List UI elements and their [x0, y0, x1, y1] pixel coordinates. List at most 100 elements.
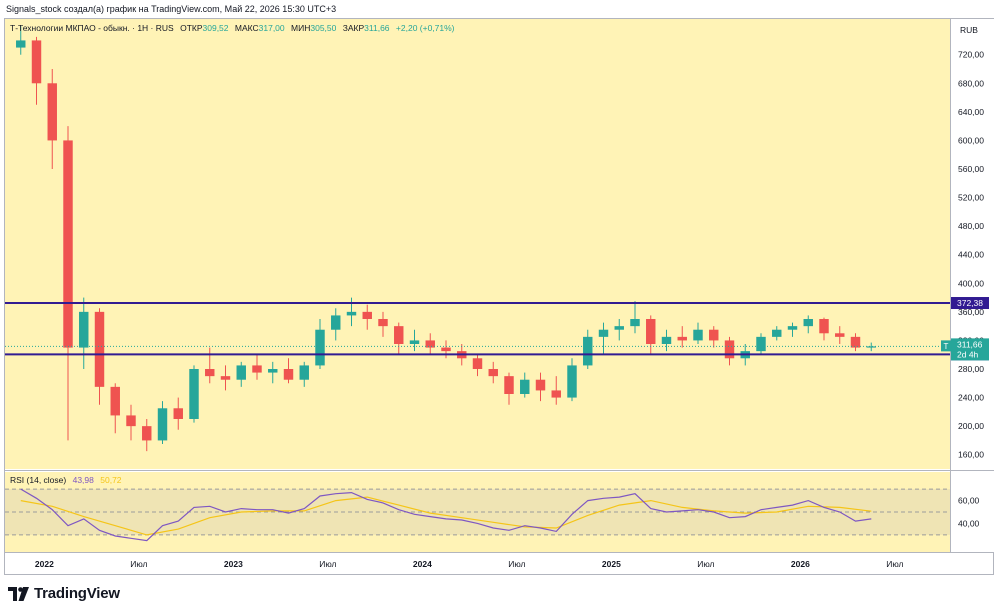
x-tick-label: Июл [697, 559, 714, 569]
candle-body [709, 329, 719, 341]
candle-body [189, 369, 199, 419]
candle-body [409, 340, 420, 344]
rsi-y-tick-label: 60,00 [958, 496, 980, 506]
candle-body [567, 365, 577, 398]
candle-body [31, 40, 42, 84]
y-tick-label: 240,00 [958, 393, 984, 403]
candle-body [63, 140, 73, 348]
low-label: МИН [291, 23, 310, 33]
candle-body [787, 326, 798, 330]
y-tick-label: 200,00 [958, 421, 984, 431]
high-label: МАКС [235, 23, 259, 33]
candle-body [47, 83, 57, 141]
candle-body [850, 336, 861, 348]
last-price-badge[interactable]: T 311,66 2d 4h [941, 338, 989, 361]
candle-body [283, 369, 294, 380]
candle-body [630, 319, 640, 327]
candle-body [268, 369, 278, 373]
candle-body [205, 369, 215, 377]
rsi-ma-value: 50,72 [100, 475, 122, 485]
change-value: +2,20 (+0,71%) [396, 23, 455, 33]
candle-body [299, 365, 309, 380]
x-tick-label: Июл [319, 559, 336, 569]
candle-body [362, 311, 372, 319]
rsi-name: RSI (14, close) [10, 475, 66, 485]
candle-body [520, 379, 530, 394]
candle-body [677, 336, 687, 341]
candle-body [835, 333, 845, 337]
y-tick-label: 560,00 [958, 164, 984, 174]
candle-body [441, 347, 451, 352]
x-tick-label: 2026 [791, 559, 810, 569]
attribution-text: Signals_stock создал(а) график на Tradin… [6, 4, 337, 14]
candle-body [646, 319, 656, 344]
candle-body [598, 329, 609, 337]
candle-body [346, 311, 357, 316]
candle-body [173, 408, 183, 419]
candle-body [614, 326, 624, 330]
y-tick-label: 520,00 [958, 193, 984, 203]
close-value: 311,66 [364, 23, 390, 33]
candle-body [803, 319, 813, 327]
y-tick-label: 600,00 [958, 135, 984, 145]
candle-body [16, 40, 26, 48]
y-tick-label: 640,00 [958, 107, 984, 117]
candle-body [724, 340, 735, 359]
high-value: 317,00 [259, 23, 285, 33]
x-tick-label: 2022 [35, 559, 54, 569]
y-tick-label: 160,00 [958, 450, 984, 460]
candle-body [378, 319, 388, 327]
y-tick-label: 720,00 [958, 50, 984, 60]
open-label: ОТКР [180, 23, 203, 33]
price-pane-background[interactable] [5, 19, 950, 469]
y-tick-label: 680,00 [958, 78, 984, 88]
y-tick-label: 480,00 [958, 221, 984, 231]
candle-body [331, 315, 341, 330]
candle-body [425, 340, 435, 348]
y-tick-label: 440,00 [958, 250, 984, 260]
symbol-name: Т-Технологии МКПАО - обыкн. · 1Н · RUS [10, 23, 174, 33]
price-scale[interactable] [950, 19, 994, 552]
candle-body [551, 390, 561, 398]
candle-body [315, 329, 325, 366]
candle-body [94, 311, 105, 387]
close-label: ЗАКР [343, 23, 365, 33]
tradingview-wordmark: TradingView [34, 585, 120, 602]
low-value: 305,50 [310, 23, 336, 33]
symbol-legend[interactable]: Т-Технологии МКПАО - обыкн. · 1Н · RUS О… [10, 23, 455, 33]
candle-body [110, 386, 120, 416]
badge-flag: T [944, 342, 949, 351]
candle-body [394, 326, 404, 344]
candle-body [126, 415, 136, 427]
candle-body [220, 376, 231, 380]
rsi-ma-line [20, 496, 872, 536]
x-tick-label: 2024 [413, 559, 432, 569]
rsi-legend[interactable]: RSI (14, close) 43,98 50,72 [10, 475, 122, 485]
candle-body [142, 426, 152, 441]
rsi-value: 43,98 [73, 475, 95, 485]
candle-body [157, 408, 168, 441]
y-tick-label: 280,00 [958, 364, 984, 374]
rsi-y-tick-label: 40,00 [958, 518, 980, 528]
candle-body [236, 365, 246, 380]
tradingview-logo[interactable]: TradingView [8, 585, 120, 602]
y-tick-label: 360,00 [958, 307, 984, 317]
candle-body [693, 329, 703, 341]
y-tick-label: 400,00 [958, 278, 984, 288]
candle-body [504, 376, 514, 394]
x-tick-label: Июл [886, 559, 903, 569]
candle-body [79, 311, 89, 348]
badge-price: 311,66 [957, 339, 983, 349]
currency-label[interactable]: RUB [960, 25, 978, 35]
level-price-label: 372,38 [957, 298, 983, 308]
open-value: 309,52 [203, 23, 229, 33]
x-tick-label: Июл [508, 559, 525, 569]
candle-body [583, 336, 593, 366]
candle-body [488, 369, 498, 377]
candle-body [772, 329, 782, 337]
candle-body [252, 365, 262, 373]
candle-body [535, 379, 546, 391]
candle-body [472, 358, 483, 369]
x-tick-label: 2025 [602, 559, 621, 569]
